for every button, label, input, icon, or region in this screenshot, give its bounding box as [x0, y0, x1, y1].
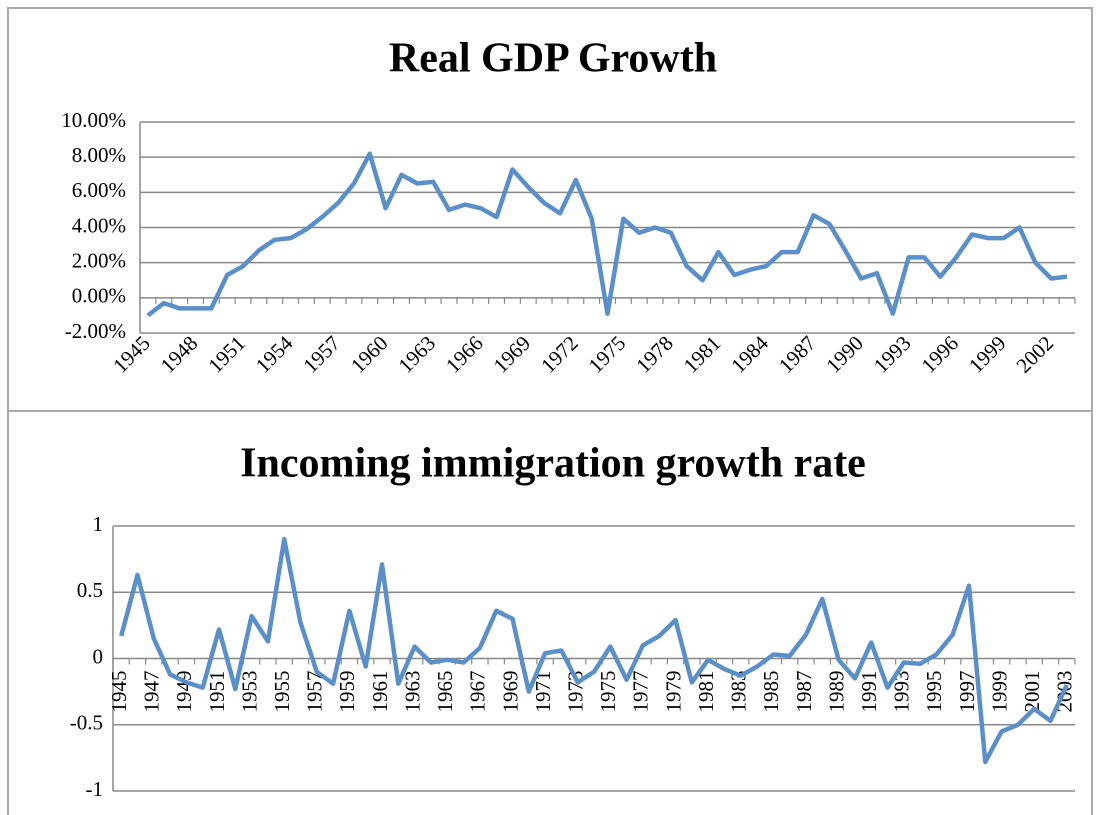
x-tick-label: 1966: [441, 331, 488, 378]
y-tick-label: 0.00%: [72, 284, 126, 308]
x-tick-label: 1996: [916, 331, 963, 378]
x-tick-label: 2001: [1020, 671, 1044, 713]
x-tick-label: 1945: [107, 671, 131, 713]
y-tick-label: 1: [93, 512, 104, 536]
x-tick-label: 1975: [596, 671, 620, 713]
y-tick-label: 0.5: [77, 578, 103, 602]
x-tick-label: 1985: [759, 671, 783, 713]
x-tick-label: 1987: [792, 671, 816, 713]
x-tick-label: 1957: [298, 331, 345, 378]
x-tick-label: 1947: [140, 671, 164, 713]
x-tick-label: 1981: [679, 331, 726, 378]
x-tick-label: 1967: [466, 671, 490, 713]
data-line: [146, 151, 1068, 318]
y-tick-label: -2.00%: [65, 319, 126, 343]
x-tick-label: 1983: [727, 671, 751, 713]
y-tick-label: 6.00%: [72, 178, 126, 202]
x-tick-label: 1999: [987, 671, 1011, 713]
x-tick-label: 1953: [237, 671, 261, 713]
chart-title: Real GDP Growth: [389, 36, 717, 82]
x-tick-label: 1951: [203, 331, 250, 378]
x-tick-label: 1960: [346, 331, 393, 378]
y-tick-label: 0: [93, 644, 104, 668]
y-tick-label: -0.5: [70, 711, 103, 735]
data-line: [119, 537, 1069, 765]
x-tick-label: 1954: [251, 331, 298, 378]
x-tick-label: 1951: [205, 671, 229, 713]
x-tick-label: 1989: [824, 671, 848, 713]
chart-title: Incoming immigration growth rate: [240, 441, 866, 487]
x-tick-label: 1961: [368, 671, 392, 713]
x-tick-label: 1975: [584, 331, 631, 378]
x-tick-label: 1995: [922, 671, 946, 713]
x-tick-label: 1963: [400, 671, 424, 713]
x-tick-label: 1993: [869, 331, 916, 378]
x-tick-label: 1978: [631, 331, 678, 378]
y-tick-label: 10.00%: [61, 108, 126, 132]
x-tick-label: 1990: [821, 331, 868, 378]
y-tick-label: 2.00%: [72, 248, 126, 272]
x-tick-label: 1991: [857, 671, 881, 713]
y-tick-label: 4.00%: [72, 213, 126, 237]
x-tick-label: 1959: [335, 671, 359, 713]
x-tick-label: 1963: [393, 331, 440, 378]
x-tick-label: 1984: [726, 331, 773, 378]
panel-border: [7, 7, 1093, 815]
y-tick-label: 8.00%: [72, 143, 126, 167]
x-tick-label: 1965: [433, 671, 457, 713]
x-tick-label: 1977: [629, 671, 653, 713]
x-tick-label: 1972: [536, 331, 583, 378]
y-tick-label: -1: [86, 777, 104, 801]
x-tick-label: 1955: [270, 671, 294, 713]
x-tick-label: 1999: [964, 331, 1011, 378]
x-tick-label: 1997: [955, 671, 979, 713]
x-tick-label: 1969: [498, 671, 522, 713]
x-tick-label: 2002: [1011, 331, 1058, 378]
x-tick-label: 1948: [156, 331, 203, 378]
x-tick-label: 1969: [489, 331, 536, 378]
x-tick-label: 1979: [661, 671, 685, 713]
x-tick-label: 1987: [774, 331, 821, 378]
